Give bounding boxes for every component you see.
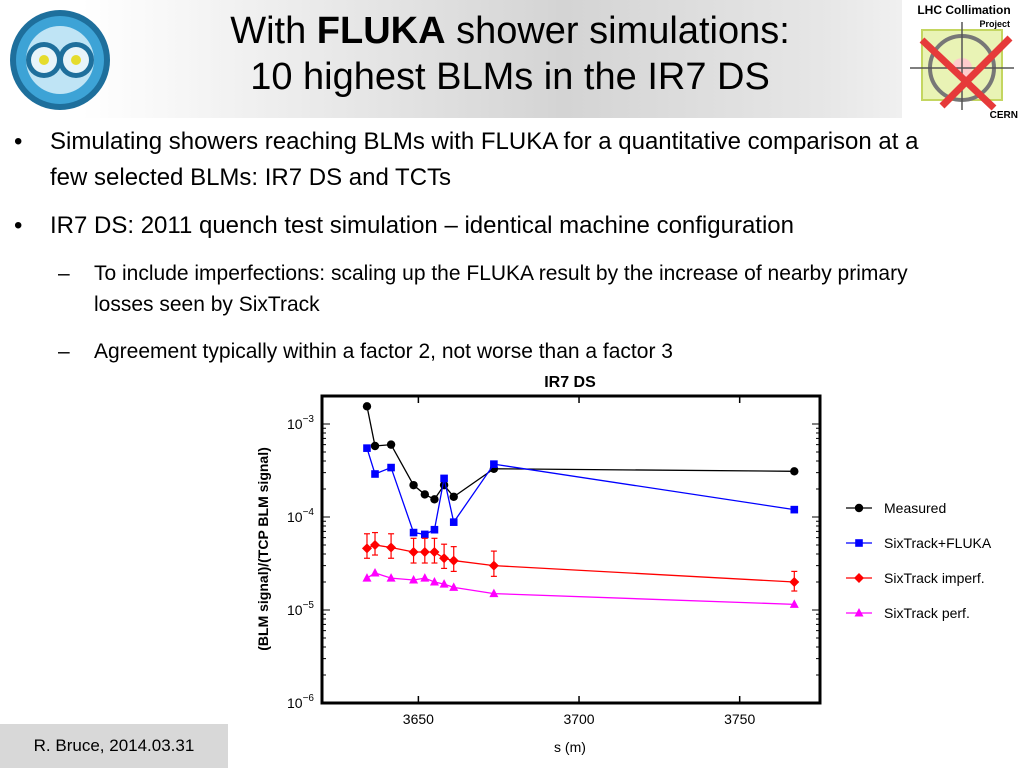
data-point (371, 470, 379, 478)
sub-bullet-marker: – (58, 340, 70, 363)
data-point (429, 577, 439, 586)
x-tick-label: 3650 (403, 711, 434, 727)
data-point (790, 505, 799, 514)
sub-bullet-marker: – (58, 262, 70, 285)
title-line-2: 10 highest BLMs in the IR7 DS (250, 56, 770, 98)
logo-text-1: LHC Collimation (917, 3, 1010, 17)
legend-marker (854, 503, 864, 513)
data-point (420, 573, 430, 582)
y-tick-label: 10−6 (287, 693, 314, 711)
logo-jaw-1 (919, 37, 997, 111)
logo-right-beam (71, 55, 81, 65)
x-tick-label: 3700 (563, 711, 594, 727)
y-axis-label: (BLM signal)/(TCP BLM signal) (255, 447, 271, 651)
data-point (370, 441, 380, 451)
slide-title: With FLUKA shower simulations: 10 highes… (110, 8, 910, 100)
y-tick-label: 10−5 (287, 600, 314, 618)
data-point (387, 463, 395, 472)
x-tick-label: 3750 (724, 711, 755, 727)
data-point (386, 440, 396, 449)
bullet-marker: • (14, 212, 23, 239)
data-point (430, 495, 439, 504)
data-point (370, 539, 381, 550)
bullet-text: IR7 DS: 2011 quench test simulation – id… (50, 212, 794, 239)
data-point (449, 582, 459, 591)
data-point (449, 492, 458, 501)
legend-label: SixTrack perf. (884, 605, 970, 621)
data-point (488, 560, 499, 571)
logo-text-3: CERN (990, 110, 1018, 121)
data-point (386, 573, 396, 582)
legend-marker (854, 608, 864, 617)
sub-bullet-1: – To include imperfections: scaling up t… (58, 258, 954, 320)
data-point (370, 567, 380, 577)
logo-text-2: Project (979, 19, 1010, 29)
logo-jaw-2 (939, 35, 1013, 109)
legend-marker (855, 539, 863, 547)
data-point (363, 444, 371, 452)
data-point (449, 518, 458, 526)
data-point (448, 555, 459, 566)
legend-label: Measured (884, 500, 946, 516)
data-point (429, 547, 440, 558)
data-point (409, 528, 418, 537)
logo-left-beam (39, 55, 49, 65)
title-suffix: shower simulations: (445, 10, 790, 52)
series-line-sixtrack-fluka (366, 447, 795, 536)
sub-bullet-text: Agreement typically within a factor 2, n… (94, 340, 673, 363)
bullet-1: • Simulating showers reaching BLMs with … (14, 124, 950, 196)
x-axis-label: s (m) (554, 739, 586, 755)
bullet-text: Simulating showers reaching BLMs with FL… (50, 128, 919, 191)
series-line-measured (366, 406, 795, 501)
sub-bullet-text: To include imperfections: scaling up the… (94, 262, 908, 316)
lhc-collimation-logo: LHC Collimation Project CERN (902, 0, 1024, 122)
data-point (790, 467, 799, 476)
title-line-1: With FLUKA shower simulations: (110, 8, 910, 54)
data-point (439, 480, 449, 490)
title-bold: FLUKA (316, 10, 446, 52)
data-point (439, 553, 450, 564)
data-point (420, 490, 430, 499)
y-tick-label: 10−3 (287, 414, 314, 432)
series-line-sixtrack-perf- (366, 572, 795, 606)
data-point (789, 599, 799, 608)
data-point (439, 579, 449, 588)
data-point (409, 480, 418, 490)
data-point (409, 575, 419, 584)
data-point (362, 402, 372, 411)
data-point (361, 543, 372, 554)
y-tick-label: 10−4 (287, 507, 314, 525)
collimator-logo (10, 10, 110, 110)
legend-marker (854, 573, 864, 583)
title-prefix: With (230, 10, 317, 52)
data-point (430, 525, 439, 534)
legend-label: SixTrack+FLUKA (884, 535, 992, 551)
plot-frame (320, 394, 822, 705)
legend-label: SixTrack imperf. (884, 570, 985, 586)
data-point (440, 474, 448, 483)
chart-title: IR7 DS (544, 374, 596, 391)
data-point (386, 542, 397, 553)
data-point (362, 573, 372, 582)
data-point (408, 547, 419, 558)
footer-author-date: R. Bruce, 2014.03.31 (0, 724, 228, 768)
bullet-marker: • (14, 128, 23, 155)
title-bar (0, 0, 1024, 118)
data-point (419, 547, 430, 558)
data-point (489, 588, 499, 598)
bullet-2: • IR7 DS: 2011 quench test simulation – … (14, 208, 950, 244)
data-point (421, 530, 429, 539)
data-point (789, 577, 800, 588)
sub-bullet-2: – Agreement typically within a factor 2,… (58, 336, 954, 367)
data-point (490, 460, 498, 468)
